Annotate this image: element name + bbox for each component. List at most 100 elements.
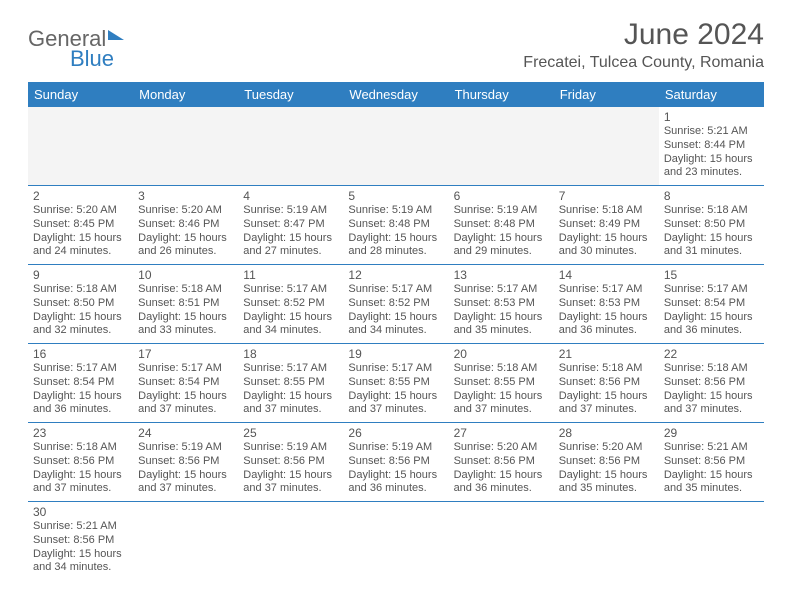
day-number: 15 [664, 268, 759, 282]
calendar-cell: 13Sunrise: 5:17 AMSunset: 8:53 PMDayligh… [449, 265, 554, 344]
day-info: Sunrise: 5:18 AMSunset: 8:56 PMDaylight:… [559, 362, 654, 417]
calendar-cell [343, 502, 448, 581]
day-info: Sunrise: 5:19 AMSunset: 8:47 PMDaylight:… [243, 204, 338, 259]
day-number: 3 [138, 189, 233, 203]
day-number: 2 [33, 189, 128, 203]
calendar-cell: 2Sunrise: 5:20 AMSunset: 8:45 PMDaylight… [28, 186, 133, 265]
day-number: 4 [243, 189, 338, 203]
day-info: Sunrise: 5:18 AMSunset: 8:56 PMDaylight:… [33, 441, 128, 496]
calendar-table: SundayMondayTuesdayWednesdayThursdayFrid… [28, 82, 764, 580]
calendar-cell [449, 502, 554, 581]
calendar-cell: 20Sunrise: 5:18 AMSunset: 8:55 PMDayligh… [449, 344, 554, 423]
calendar-cell: 19Sunrise: 5:17 AMSunset: 8:55 PMDayligh… [343, 344, 448, 423]
day-info: Sunrise: 5:17 AMSunset: 8:54 PMDaylight:… [664, 283, 759, 338]
brand-text-part2: Blue [70, 46, 114, 71]
day-number: 10 [138, 268, 233, 282]
header: GeneralBlue June 2024 Frecatei, Tulcea C… [28, 18, 764, 72]
calendar-cell: 16Sunrise: 5:17 AMSunset: 8:54 PMDayligh… [28, 344, 133, 423]
title-block: June 2024 Frecatei, Tulcea County, Roman… [523, 18, 764, 72]
calendar-cell: 6Sunrise: 5:19 AMSunset: 8:48 PMDaylight… [449, 186, 554, 265]
day-number: 13 [454, 268, 549, 282]
day-info: Sunrise: 5:18 AMSunset: 8:56 PMDaylight:… [664, 362, 759, 417]
day-info: Sunrise: 5:18 AMSunset: 8:49 PMDaylight:… [559, 204, 654, 259]
calendar-body: 1Sunrise: 5:21 AMSunset: 8:44 PMDaylight… [28, 107, 764, 580]
day-number: 7 [559, 189, 654, 203]
calendar-cell: 27Sunrise: 5:20 AMSunset: 8:56 PMDayligh… [449, 423, 554, 502]
day-number: 12 [348, 268, 443, 282]
calendar-row: 23Sunrise: 5:18 AMSunset: 8:56 PMDayligh… [28, 423, 764, 502]
day-info: Sunrise: 5:17 AMSunset: 8:54 PMDaylight:… [138, 362, 233, 417]
calendar-cell: 15Sunrise: 5:17 AMSunset: 8:54 PMDayligh… [659, 265, 764, 344]
day-number: 14 [559, 268, 654, 282]
calendar-cell [554, 502, 659, 581]
day-info: Sunrise: 5:17 AMSunset: 8:54 PMDaylight:… [33, 362, 128, 417]
calendar-cell: 18Sunrise: 5:17 AMSunset: 8:55 PMDayligh… [238, 344, 343, 423]
calendar-cell: 14Sunrise: 5:17 AMSunset: 8:53 PMDayligh… [554, 265, 659, 344]
weekday-header: Monday [133, 82, 238, 107]
day-info: Sunrise: 5:18 AMSunset: 8:50 PMDaylight:… [33, 283, 128, 338]
calendar-cell: 7Sunrise: 5:18 AMSunset: 8:49 PMDaylight… [554, 186, 659, 265]
day-info: Sunrise: 5:17 AMSunset: 8:52 PMDaylight:… [243, 283, 338, 338]
calendar-cell: 8Sunrise: 5:18 AMSunset: 8:50 PMDaylight… [659, 186, 764, 265]
day-info: Sunrise: 5:20 AMSunset: 8:56 PMDaylight:… [454, 441, 549, 496]
calendar-cell [343, 107, 448, 186]
calendar-cell [133, 502, 238, 581]
day-info: Sunrise: 5:19 AMSunset: 8:56 PMDaylight:… [348, 441, 443, 496]
day-info: Sunrise: 5:19 AMSunset: 8:56 PMDaylight:… [243, 441, 338, 496]
calendar-cell [133, 107, 238, 186]
page-title: June 2024 [523, 18, 764, 52]
calendar-cell: 3Sunrise: 5:20 AMSunset: 8:46 PMDaylight… [133, 186, 238, 265]
calendar-cell [659, 502, 764, 581]
day-info: Sunrise: 5:17 AMSunset: 8:52 PMDaylight:… [348, 283, 443, 338]
day-number: 9 [33, 268, 128, 282]
calendar-cell: 17Sunrise: 5:17 AMSunset: 8:54 PMDayligh… [133, 344, 238, 423]
brand-mark-icon [108, 30, 124, 40]
day-number: 30 [33, 505, 128, 519]
day-info: Sunrise: 5:19 AMSunset: 8:56 PMDaylight:… [138, 441, 233, 496]
day-info: Sunrise: 5:17 AMSunset: 8:53 PMDaylight:… [559, 283, 654, 338]
day-number: 1 [664, 110, 759, 124]
day-info: Sunrise: 5:19 AMSunset: 8:48 PMDaylight:… [454, 204, 549, 259]
calendar-cell [28, 107, 133, 186]
day-number: 20 [454, 347, 549, 361]
calendar-row: 1Sunrise: 5:21 AMSunset: 8:44 PMDaylight… [28, 107, 764, 186]
day-number: 5 [348, 189, 443, 203]
weekday-header: Saturday [659, 82, 764, 107]
calendar-cell: 21Sunrise: 5:18 AMSunset: 8:56 PMDayligh… [554, 344, 659, 423]
day-number: 21 [559, 347, 654, 361]
weekday-header: Friday [554, 82, 659, 107]
weekday-header-row: SundayMondayTuesdayWednesdayThursdayFrid… [28, 82, 764, 107]
day-info: Sunrise: 5:20 AMSunset: 8:46 PMDaylight:… [138, 204, 233, 259]
calendar-cell: 29Sunrise: 5:21 AMSunset: 8:56 PMDayligh… [659, 423, 764, 502]
calendar-row: 30Sunrise: 5:21 AMSunset: 8:56 PMDayligh… [28, 502, 764, 581]
weekday-header: Wednesday [343, 82, 448, 107]
day-number: 25 [243, 426, 338, 440]
day-info: Sunrise: 5:21 AMSunset: 8:56 PMDaylight:… [664, 441, 759, 496]
calendar-cell: 12Sunrise: 5:17 AMSunset: 8:52 PMDayligh… [343, 265, 448, 344]
calendar-cell: 22Sunrise: 5:18 AMSunset: 8:56 PMDayligh… [659, 344, 764, 423]
calendar-cell: 5Sunrise: 5:19 AMSunset: 8:48 PMDaylight… [343, 186, 448, 265]
calendar-cell: 11Sunrise: 5:17 AMSunset: 8:52 PMDayligh… [238, 265, 343, 344]
calendar-cell: 30Sunrise: 5:21 AMSunset: 8:56 PMDayligh… [28, 502, 133, 581]
calendar-cell: 26Sunrise: 5:19 AMSunset: 8:56 PMDayligh… [343, 423, 448, 502]
day-number: 17 [138, 347, 233, 361]
calendar-cell: 28Sunrise: 5:20 AMSunset: 8:56 PMDayligh… [554, 423, 659, 502]
day-info: Sunrise: 5:19 AMSunset: 8:48 PMDaylight:… [348, 204, 443, 259]
day-number: 8 [664, 189, 759, 203]
calendar-cell: 9Sunrise: 5:18 AMSunset: 8:50 PMDaylight… [28, 265, 133, 344]
day-number: 16 [33, 347, 128, 361]
calendar-row: 2Sunrise: 5:20 AMSunset: 8:45 PMDaylight… [28, 186, 764, 265]
calendar-cell: 24Sunrise: 5:19 AMSunset: 8:56 PMDayligh… [133, 423, 238, 502]
day-info: Sunrise: 5:17 AMSunset: 8:53 PMDaylight:… [454, 283, 549, 338]
weekday-header: Sunday [28, 82, 133, 107]
day-number: 6 [454, 189, 549, 203]
day-number: 26 [348, 426, 443, 440]
day-number: 27 [454, 426, 549, 440]
day-number: 22 [664, 347, 759, 361]
day-info: Sunrise: 5:17 AMSunset: 8:55 PMDaylight:… [348, 362, 443, 417]
weekday-header: Thursday [449, 82, 554, 107]
day-number: 23 [33, 426, 128, 440]
day-info: Sunrise: 5:21 AMSunset: 8:56 PMDaylight:… [33, 520, 128, 575]
day-number: 28 [559, 426, 654, 440]
day-info: Sunrise: 5:20 AMSunset: 8:56 PMDaylight:… [559, 441, 654, 496]
